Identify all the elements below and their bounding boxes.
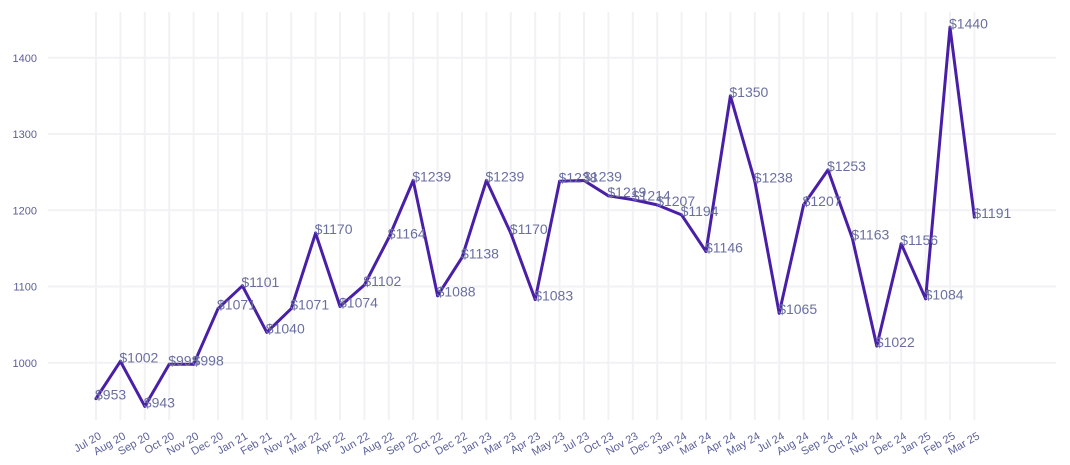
- y-tick-label: 1200: [13, 205, 37, 217]
- data-label: $1239: [412, 169, 451, 185]
- data-point: [265, 330, 269, 334]
- data-point: [826, 168, 830, 172]
- data-point: [460, 256, 464, 260]
- data-point: [509, 231, 513, 235]
- data-point: [704, 249, 708, 253]
- data-label: $1239: [485, 169, 524, 185]
- data-label: $1170: [510, 221, 548, 237]
- data-label: $1102: [363, 273, 401, 289]
- data-point: [875, 344, 879, 348]
- data-label: $998: [168, 352, 199, 368]
- data-point: [387, 236, 391, 240]
- data-point: [972, 215, 976, 219]
- data-point: [899, 242, 903, 246]
- y-axis: 1000 1100 1200 1300 1400: [13, 53, 37, 370]
- data-label: $1022: [876, 334, 915, 350]
- data-label: $1156: [900, 232, 938, 248]
- data-point: [362, 283, 366, 287]
- data-labels: $953 $1002 $943 $998$998 $1071 $1101 $1040 $107…: [94, 15, 1012, 410]
- data-label: $1238: [754, 169, 793, 185]
- data-label: $1164: [388, 226, 426, 242]
- data-label: $1101: [241, 274, 279, 290]
- data-point: [94, 397, 98, 401]
- data-label: $1163: [851, 226, 889, 242]
- data-label: $1002: [119, 349, 158, 365]
- data-point: [338, 304, 342, 308]
- data-point: [777, 311, 781, 315]
- data-label: $1239: [583, 169, 622, 185]
- data-label: $1065: [778, 301, 817, 317]
- data-label: $1191: [973, 205, 1011, 221]
- data-label: $953: [95, 387, 126, 403]
- data-point: [411, 179, 415, 183]
- data-point: [924, 297, 928, 301]
- data-point: [582, 179, 586, 183]
- data-point: [680, 213, 684, 217]
- y-tick-label: 1300: [13, 129, 37, 141]
- data-label: $1170: [315, 221, 353, 237]
- data-point: [143, 404, 147, 408]
- data-point: [216, 307, 220, 311]
- data-label: $998: [193, 352, 224, 368]
- data-point: [167, 362, 171, 366]
- data-label: $1207: [656, 193, 695, 209]
- data-label: $1071: [290, 297, 329, 313]
- data-point: [753, 179, 757, 183]
- data-label: $1207: [803, 193, 842, 209]
- data-label: $1083: [534, 288, 573, 304]
- data-point: [655, 203, 659, 207]
- data-point: [314, 231, 318, 235]
- data-point: [240, 284, 244, 288]
- data-point: [948, 25, 952, 29]
- data-label: $1253: [827, 158, 866, 174]
- data-label: $943: [144, 394, 175, 410]
- data-point: [533, 298, 537, 302]
- data-label: $1084: [925, 287, 964, 303]
- data-point: [192, 362, 196, 366]
- data-point: [558, 179, 562, 183]
- data-point: [484, 179, 488, 183]
- data-point: [728, 94, 732, 98]
- data-label: $1088: [437, 284, 476, 300]
- data-point: [631, 198, 635, 202]
- data-label: $1238: [559, 169, 598, 185]
- y-tick-label: 1100: [13, 282, 37, 294]
- data-label: $1138: [461, 246, 499, 262]
- data-label: $1146: [705, 239, 743, 255]
- data-label: $1440: [949, 15, 988, 31]
- data-label: $1219: [607, 184, 646, 200]
- gridlines: [48, 12, 1056, 420]
- data-point: [850, 236, 854, 240]
- data-label: $1194: [681, 203, 719, 219]
- data-label: $1040: [266, 320, 305, 336]
- data-label: $1074: [339, 294, 378, 310]
- data-label: $1214: [632, 188, 671, 204]
- data-label: $1350: [729, 84, 768, 100]
- data-point: [118, 359, 122, 363]
- y-tick-label: 1000: [13, 358, 37, 370]
- y-tick-label: 1400: [13, 53, 37, 65]
- data-point: [289, 307, 293, 311]
- data-point: [802, 203, 806, 207]
- data-point: [436, 294, 440, 298]
- data-point: [606, 194, 610, 198]
- data-label: $1071: [217, 297, 256, 313]
